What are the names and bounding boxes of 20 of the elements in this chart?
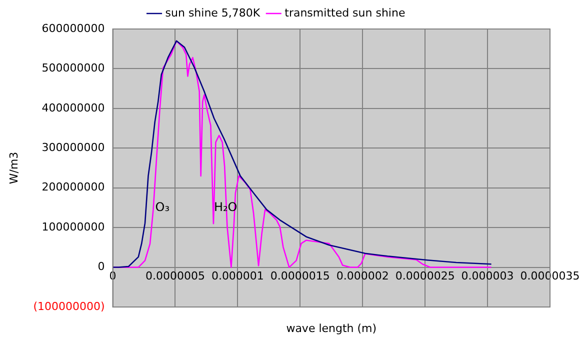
x-tick-label: 0.0000035 bbox=[520, 270, 580, 283]
x-tick-label: 0.000003 bbox=[461, 270, 514, 283]
x-tick-label: 0.0000015 bbox=[270, 270, 330, 283]
y-tick-label: 300000000 bbox=[42, 141, 105, 154]
x-tick-label: 0.0000025 bbox=[395, 270, 455, 283]
y-tick-label: 100000000 bbox=[42, 220, 105, 234]
y-tick-label: 600000000 bbox=[42, 22, 105, 35]
x-tick-label: 0.000001 bbox=[211, 270, 264, 283]
legend-label: sun shine 5,780K bbox=[165, 6, 261, 20]
y-tick-label: 200000000 bbox=[42, 180, 105, 194]
y-tick-label: 0 bbox=[98, 260, 105, 274]
annotation: O₃ bbox=[155, 200, 170, 214]
y-tick-label: 400000000 bbox=[42, 101, 105, 114]
x-tick-label: 0.000002 bbox=[336, 270, 389, 283]
y-tick-label: (100000000) bbox=[33, 300, 105, 313]
x-axis-title: wave length (m) bbox=[286, 322, 377, 335]
legend-label: transmitted sun shine bbox=[284, 6, 406, 20]
x-tick-label: 0.0000005 bbox=[145, 270, 205, 283]
y-tick-label: 500000000 bbox=[42, 62, 105, 75]
y-axis-title: W/m3 bbox=[7, 152, 20, 184]
